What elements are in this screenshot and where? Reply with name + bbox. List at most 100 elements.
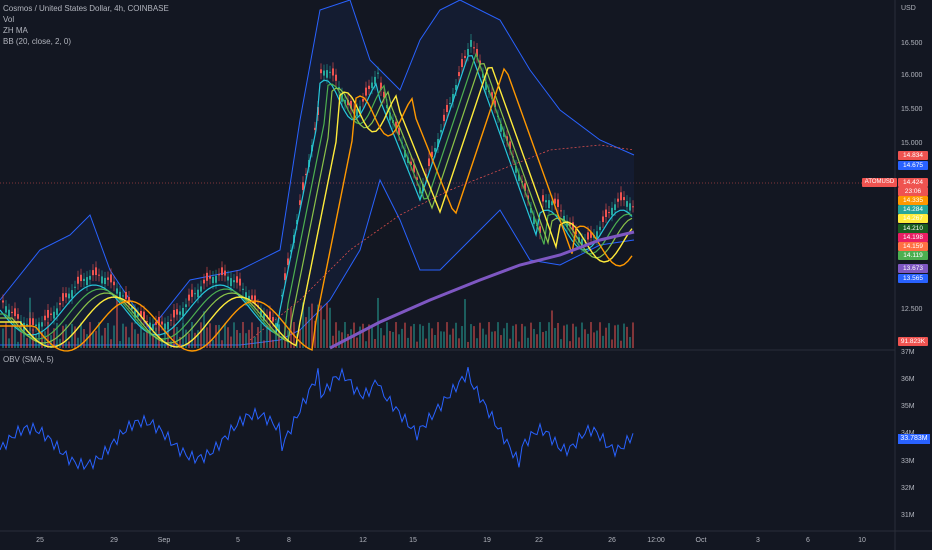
obv-line xyxy=(0,367,634,471)
volume-bar xyxy=(473,326,475,348)
candle-body xyxy=(359,106,361,113)
indicator-vol[interactable]: Vol xyxy=(3,15,15,24)
candle-body xyxy=(395,121,397,128)
volume-bar xyxy=(590,322,592,348)
price-tick: 15.500 xyxy=(901,106,923,113)
volume-bar xyxy=(506,322,508,348)
candle-body xyxy=(5,306,7,313)
volume-bar xyxy=(290,307,292,348)
candle-body xyxy=(614,204,616,211)
volume-bar xyxy=(161,339,163,348)
price-tick: 12.500 xyxy=(901,306,923,313)
candle-body xyxy=(86,277,88,286)
candle-body xyxy=(41,322,43,327)
volume-bar xyxy=(458,338,460,348)
volume-bar xyxy=(575,326,577,348)
candle-body xyxy=(89,275,91,280)
price-pane[interactable] xyxy=(0,0,635,352)
candle-body xyxy=(581,239,583,247)
candle-body xyxy=(26,324,28,326)
volume-bar xyxy=(119,341,121,348)
candle-body xyxy=(347,99,349,106)
volume-bar xyxy=(374,339,376,348)
candle-body xyxy=(59,302,61,305)
volume-bar xyxy=(500,335,502,348)
price-badge: 14.335 xyxy=(898,196,928,205)
volume-bar xyxy=(599,322,601,348)
candle-body xyxy=(458,72,460,76)
volume-bar xyxy=(335,322,337,348)
candle-body xyxy=(452,94,454,102)
volume-bar xyxy=(362,323,364,348)
indicator-obv[interactable]: OBV (SMA, 5) xyxy=(3,355,54,364)
ticker-tag[interactable]: ATOMUSD xyxy=(862,178,897,187)
volume-bar xyxy=(434,334,436,348)
indicator-bb[interactable]: BB (20, close, 2, 0) xyxy=(3,37,72,46)
candle-body xyxy=(164,323,166,330)
time-tick: Sep xyxy=(157,537,171,544)
volume-bar xyxy=(368,324,370,348)
volume-bar xyxy=(524,326,526,348)
candle-body xyxy=(98,274,100,276)
bollinger-band-fill xyxy=(0,0,634,345)
price-badge: 14.267 xyxy=(898,214,928,223)
candle-body xyxy=(461,59,463,67)
candle-body xyxy=(590,231,592,238)
candle-body xyxy=(599,226,601,231)
volume-bar xyxy=(80,322,82,348)
candle-body xyxy=(209,276,211,279)
candle-body xyxy=(437,139,439,147)
volume-bar xyxy=(455,322,457,348)
candle-body xyxy=(146,321,148,323)
candle-body xyxy=(494,100,496,108)
obv-pane[interactable] xyxy=(0,367,634,471)
volume-bar xyxy=(128,337,130,348)
candle-body xyxy=(182,307,184,316)
volume-bar xyxy=(95,330,97,348)
candle-body xyxy=(95,267,97,276)
candle-body xyxy=(620,192,622,201)
candle-body xyxy=(524,183,526,192)
volume-bar xyxy=(224,323,226,348)
time-tick: 12 xyxy=(359,537,367,544)
candle-body xyxy=(65,293,67,298)
candle-body xyxy=(104,277,106,285)
candle-body xyxy=(539,226,541,234)
volume-bar xyxy=(14,324,16,348)
volume-bar xyxy=(284,322,286,348)
candle-body xyxy=(374,76,376,85)
candle-body xyxy=(32,318,34,325)
volume-bar xyxy=(188,333,190,348)
volume-bar xyxy=(209,323,211,348)
price-badge: 13.565 xyxy=(898,274,928,283)
volume-bar xyxy=(134,329,136,348)
volume-bar xyxy=(542,332,544,348)
candle-body xyxy=(221,267,223,276)
candle-body xyxy=(449,103,451,104)
volume-bar xyxy=(182,322,184,348)
candle-body xyxy=(275,323,277,328)
candle-body xyxy=(500,124,502,132)
volume-bar xyxy=(491,331,493,348)
volume-bar xyxy=(425,338,427,348)
indicator-zh-ma[interactable]: ZH MA xyxy=(3,26,28,35)
candle-body xyxy=(101,276,103,284)
volume-bar xyxy=(482,328,484,348)
candle-body xyxy=(173,310,175,318)
volume-bar xyxy=(536,334,538,348)
candle-body xyxy=(551,201,553,206)
volume-bar xyxy=(125,326,127,348)
volume-bar xyxy=(380,328,382,348)
volume-bar xyxy=(83,329,85,348)
candle-body xyxy=(203,279,205,284)
volume-bar xyxy=(218,324,220,348)
obv-tick: 33M xyxy=(901,458,915,465)
candle-body xyxy=(362,98,364,102)
candle-body xyxy=(587,232,589,240)
candle-body xyxy=(194,293,196,295)
long-moving-average-line xyxy=(329,230,635,350)
candle-body xyxy=(305,173,307,175)
candle-body xyxy=(371,82,373,89)
volume-bar xyxy=(164,325,166,348)
